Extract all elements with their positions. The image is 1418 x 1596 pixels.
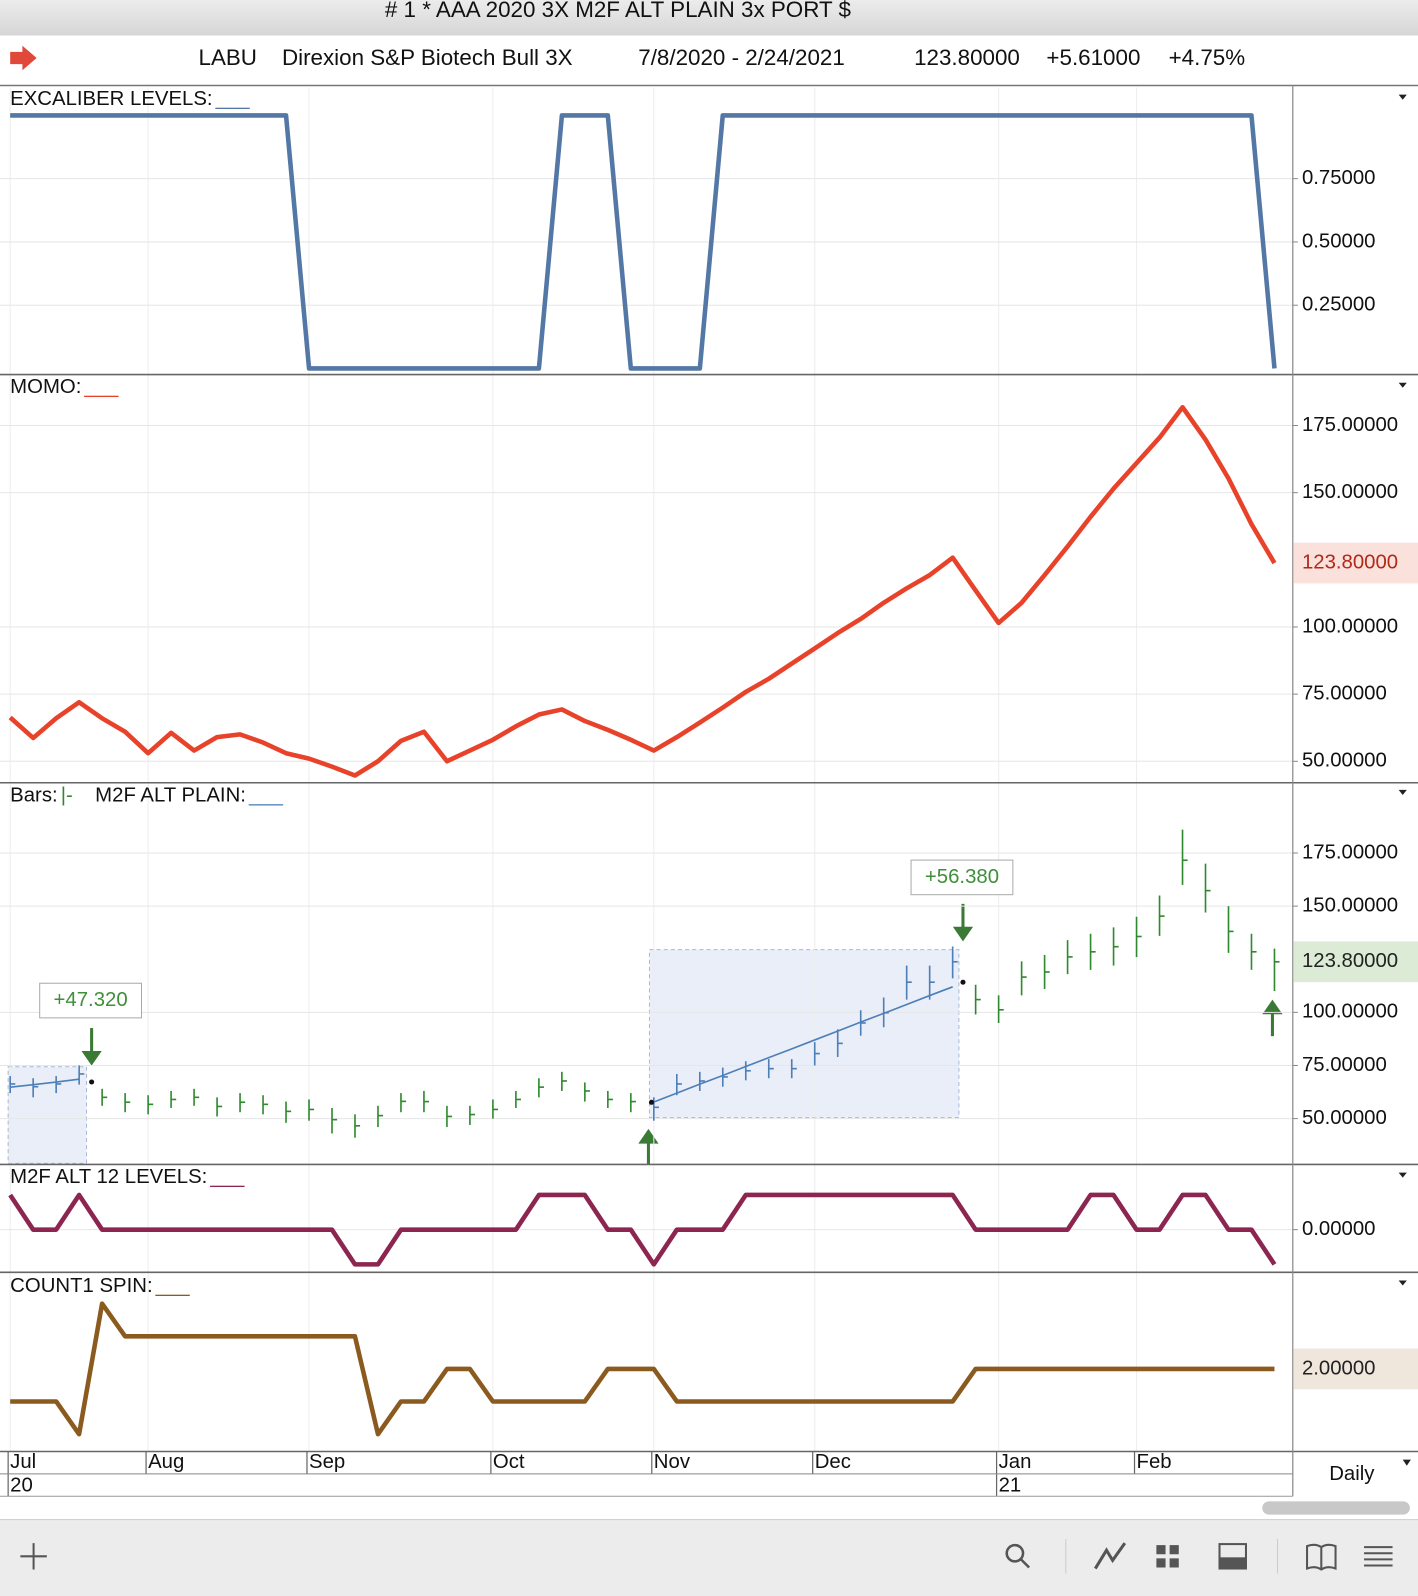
search-button[interactable] — [1005, 1543, 1025, 1563]
y-tick-label: 100.00000 — [1302, 1001, 1398, 1023]
series-line — [10, 1301, 1275, 1437]
last-value-label: 123.80000 — [1302, 950, 1398, 972]
x-tick-label: Feb — [1137, 1451, 1172, 1473]
annotation: +47.320 — [54, 989, 128, 1011]
y-tick-label: 50.00000 — [1302, 1107, 1387, 1129]
x-tick-label: Aug — [148, 1451, 184, 1473]
panel-menus[interactable] — [1398, 94, 1411, 1466]
title-bar — [0, 0, 1418, 36]
last-price: 123.80000 — [914, 45, 1020, 70]
y-tick-label: 100.00000 — [1302, 615, 1398, 637]
period[interactable]: Daily — [1329, 1463, 1375, 1485]
legend-symbol: |- — [61, 784, 73, 806]
legend-label: EXCALIBER LEVELS: — [10, 88, 212, 110]
trade-box — [648, 949, 960, 1119]
toolbar — [0, 1519, 1418, 1596]
entry-arrow-head — [638, 1128, 659, 1144]
series-line — [8, 404, 1277, 778]
trade-dot — [89, 1079, 95, 1085]
panel-menu[interactable] — [1398, 382, 1407, 388]
layout-button[interactable] — [1156, 1545, 1166, 1555]
annotation-box — [910, 859, 1014, 896]
last-value-box — [1293, 1348, 1418, 1390]
x-tick-label: Jan — [999, 1451, 1032, 1473]
scrollbar[interactable] — [1262, 1501, 1410, 1515]
x-tick-label: Dec — [815, 1451, 851, 1473]
annotation-box — [39, 982, 143, 1019]
header-bar — [0, 35, 1418, 85]
y-tick-label: 175.00000 — [1302, 414, 1398, 436]
book-button[interactable] — [1306, 1543, 1337, 1571]
last-value-label: 2.00000 — [1302, 1357, 1376, 1379]
trade-box — [7, 1066, 88, 1164]
trade-dot — [648, 1099, 655, 1105]
search-handle — [1020, 1558, 1031, 1569]
panel-menu[interactable] — [1398, 94, 1407, 100]
legend-symbol: ___ — [155, 1275, 191, 1297]
trade-arrows — [81, 903, 1283, 1165]
series-line — [10, 113, 1277, 371]
entry-arrow-head — [1262, 999, 1283, 1015]
last-value-label: 123.80000 — [1302, 551, 1398, 573]
legend-symbol: ___ — [248, 784, 284, 806]
y-tick-label: 0.00000 — [1302, 1218, 1376, 1240]
change-pct: +4.75% — [1169, 45, 1246, 70]
layout-button — [1156, 1558, 1166, 1568]
y-tick-label: 75.00000 — [1302, 1054, 1387, 1076]
panel-menu[interactable] — [1398, 1172, 1407, 1178]
legend-label: Bars: — [10, 784, 57, 806]
legend-label: COUNT1 SPIN: — [10, 1275, 152, 1297]
legend-label: M2F ALT 12 LEVELS: — [10, 1166, 207, 1188]
layout-button — [1169, 1545, 1179, 1555]
legend-symbol: ___ — [209, 1166, 245, 1188]
symbol: LABU — [198, 45, 256, 70]
layout-button — [1169, 1558, 1179, 1568]
period-menu[interactable] — [1402, 1459, 1411, 1466]
security-name: Direxion S&P Biotech Bull 3X — [282, 45, 573, 70]
change: +5.61000 — [1046, 45, 1140, 70]
x-tick-label: Jul — [10, 1451, 36, 1473]
legend-label: M2F ALT PLAIN: — [95, 784, 246, 806]
legend-symbol: ___ — [83, 376, 119, 398]
panel-menu[interactable] — [1398, 789, 1407, 795]
window-title: # 1 * AAA 2020 3X M2F ALT PLAIN 3x PORT … — [385, 0, 852, 22]
y-tick-label: 0.25000 — [1302, 294, 1376, 316]
annotation: +56.380 — [925, 866, 999, 888]
exit-arrow-head — [81, 1050, 102, 1066]
exit-arrow-head — [952, 926, 974, 942]
list-button[interactable] — [1364, 1546, 1393, 1567]
x-year-label: 21 — [999, 1474, 1022, 1496]
legend-label: MOMO: — [10, 376, 81, 398]
toolbar-icons — [20, 1539, 1393, 1574]
date-range: 7/8/2020 - 2/24/2021 — [638, 45, 845, 70]
x-tick-label: Nov — [654, 1451, 691, 1473]
trade-dots — [89, 979, 966, 1105]
y-tick-label: 0.50000 — [1302, 230, 1376, 252]
y-tick-label: 50.00000 — [1302, 750, 1387, 772]
add-button[interactable] — [20, 1543, 47, 1570]
y-tick-label: 150.00000 — [1302, 481, 1398, 503]
last-value-box — [1293, 542, 1418, 584]
x-year-label: 20 — [10, 1474, 33, 1496]
trade-dot — [960, 979, 966, 985]
last-value-box — [1293, 941, 1418, 983]
chart-button[interactable] — [1094, 1542, 1127, 1570]
series-line — [8, 1192, 1277, 1267]
legend-symbol: ___ — [215, 88, 251, 110]
series-line — [10, 986, 953, 1103]
arrow-icon[interactable] — [10, 45, 37, 71]
y-tick-label: 0.75000 — [1302, 167, 1376, 189]
panel-button-fill — [1219, 1557, 1246, 1569]
y-tick-label: 150.00000 — [1302, 895, 1398, 917]
x-tick-label: Sep — [309, 1451, 345, 1473]
y-tick-label: 175.00000 — [1302, 841, 1398, 863]
y-tick-label: 75.00000 — [1302, 683, 1387, 705]
panel-menu[interactable] — [1398, 1280, 1407, 1286]
x-tick-label: Oct — [493, 1451, 525, 1473]
